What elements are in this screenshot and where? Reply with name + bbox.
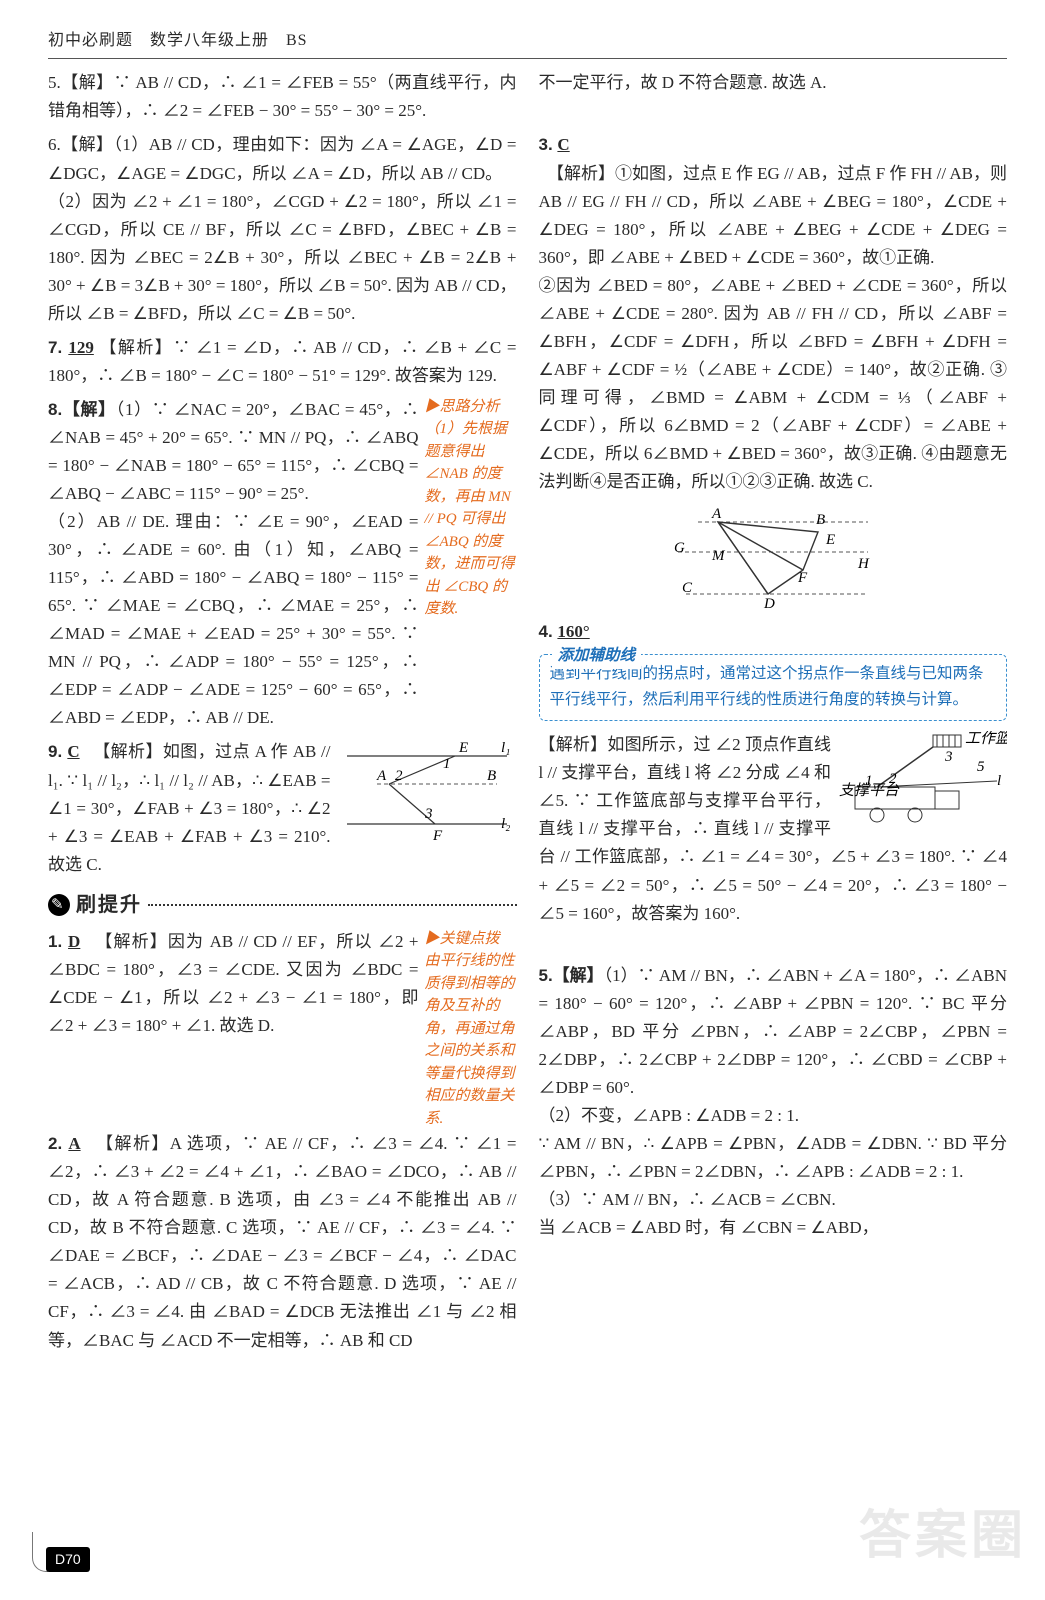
svg-text:l: l [997, 773, 1001, 789]
tip-box: 添加辅助线 遇到平行线间的拐点时，通常过这个拐点作一条直线与已知两条平行线平行，… [539, 654, 1008, 721]
answer-7: 129 [68, 338, 94, 357]
figure-9: E A B F l₁ l₂ 1 2 3 [337, 738, 517, 848]
svg-text:G: G [674, 540, 685, 556]
answer-r4: 160° [557, 622, 589, 641]
watermark: 答案圈 [859, 1494, 1027, 1580]
annotation-s1: ▶关键点拨 由平行线的性质得到相等的角及互补的角，再通过角之间的关系和等量代换得… [425, 928, 517, 1131]
svg-text:3: 3 [944, 749, 953, 765]
svg-text:1: 1 [865, 773, 873, 789]
problem-7: 7. 129 【解析】∵ ∠1 = ∠D，∴ AB // CD，∴ ∠B + ∠… [48, 334, 517, 390]
svg-text:5: 5 [977, 759, 985, 775]
dots-divider [148, 904, 517, 906]
supp-1-row: 1. D 【解析】因为 AB // CD // EF，所以 ∠2 + ∠BDC … [48, 928, 517, 1131]
tip-body: 遇到平行线间的拐点时，通常过这个拐点作一条直线与已知两条平行线平行，然后利用平行… [550, 665, 984, 708]
cont-from-left: 不一定平行，故 D 不符合题意. 故选 A. [539, 69, 1008, 97]
svg-text:C: C [682, 580, 693, 596]
svg-text:E: E [458, 740, 468, 756]
annotation-s1-title: ▶关键点拨 [425, 928, 517, 951]
svg-text:E: E [825, 532, 835, 548]
problem-r3-body: 【解析】①如图，过点 E 作 EG // AB，过点 F 作 FH // AB，… [539, 164, 1008, 492]
svg-text:B: B [816, 512, 825, 528]
problem-8-row: 8.【解】（1）∵ ∠NAC = 20°，∠BAC = 45°，∴ ∠NAB =… [48, 396, 517, 739]
svg-text:D: D [763, 596, 775, 612]
annotation-8: ▶思路分析 （1）先根据题意得出 ∠NAB 的度数，再由 MN // PQ 可得… [425, 396, 517, 621]
pencil-icon [48, 894, 70, 916]
svg-text:H: H [857, 556, 870, 572]
page-header: 初中必刷题 数学八年级上册 BS [48, 28, 1007, 59]
supp-2-body: 【解析】A 选项，∵ AE // CF，∴ ∠3 = ∠4. ∵ ∠1 = ∠2… [48, 1134, 517, 1349]
left-column: 5.【解】∵ AB // CD，∴ ∠1 = ∠FEB = 55°（两直线平行，… [48, 69, 517, 1360]
problem-r3: 3. C 【解析】①如图，过点 E 作 EG // AB，过点 F 作 FH /… [539, 103, 1008, 496]
svg-text:F: F [432, 828, 443, 844]
svg-text:2: 2 [889, 771, 897, 787]
section-bar: 刷提升 [48, 889, 517, 922]
svg-text:M: M [711, 548, 726, 564]
right-column: 不一定平行，故 D 不符合题意. 故选 A. 3. C 【解析】①如图，过点 E… [539, 69, 1008, 1360]
problem-8-body: （1）∵ ∠NAC = 20°，∠BAC = 45°，∴ ∠NAB = 45° … [48, 400, 419, 728]
answer-s2: A [68, 1134, 80, 1153]
svg-text:B: B [487, 768, 496, 784]
supp-problem-1: 1. D 【解析】因为 AB // CD // EF，所以 ∠2 + ∠BDC … [48, 928, 419, 1040]
answer-9: C [67, 742, 79, 761]
problem-r4-ans: 4. 160° [539, 618, 1008, 646]
problem-r5: 5.【解】（1）∵ AM // BN，∴ ∠ABN + ∠A = 180°，∴ … [539, 934, 1008, 1243]
problem-8: 8.【解】（1）∵ ∠NAC = 20°，∠BAC = 45°，∴ ∠NAB =… [48, 396, 419, 733]
svg-text:A: A [376, 768, 387, 784]
problem-9: E A B F l₁ l₂ 1 2 3 9. C 【解析】如图，过点 A 作 A… [48, 738, 517, 878]
figure-3: A B E G M F H C D [658, 502, 888, 612]
supp-problem-2: 2. A 【解析】A 选项，∵ AE // CF，∴ ∠3 = ∠4. ∵ ∠1… [48, 1130, 517, 1354]
svg-text:F: F [797, 570, 808, 586]
answer-s1: D [68, 932, 80, 951]
annotation-s1-body: 由平行线的性质得到相等的角及互补的角，再通过角之间的关系和等量代换得到相应的数量… [425, 950, 517, 1130]
svg-text:2: 2 [395, 768, 403, 784]
svg-text:1: 1 [443, 756, 451, 772]
svg-text:3: 3 [424, 806, 433, 822]
figure-truck: 工作篮 支撑平台 3 5 2 l 1 [837, 731, 1007, 831]
annotation-8-body: （1）先根据题意得出 ∠NAB 的度数，再由 MN // PQ 可得出 ∠ABQ… [425, 418, 517, 621]
svg-text:l₁: l₁ [501, 740, 510, 756]
svg-text:工作篮: 工作篮 [965, 731, 1007, 747]
problem-r4: 工作篮 支撑平台 3 5 2 l 1 【解析】如图所示，过 ∠2 顶点作直线 l… [539, 731, 1008, 927]
problem-r5-body: （1）∵ AM // BN，∴ ∠ABN + ∠A = 180°，∴ ∠ABN … [539, 966, 1008, 1237]
annotation-8-title: ▶思路分析 [425, 396, 517, 419]
answer-r3: C [557, 135, 569, 154]
problem-7-body: 【解析】∵ ∠1 = ∠D，∴ AB // CD，∴ ∠B + ∠C = 180… [48, 338, 517, 385]
svg-text:A: A [711, 506, 722, 522]
problem-6: 6.【解】（1）AB // CD，理由如下：因为 ∠A = ∠AGE，∠D = … [48, 131, 517, 327]
supp-1-body: 【解析】因为 AB // CD // EF，所以 ∠2 + ∠BDC = 180… [48, 932, 419, 1035]
column-layout: 5.【解】∵ AB // CD，∴ ∠1 = ∠FEB = 55°（两直线平行，… [48, 69, 1007, 1360]
tip-title: 添加辅助线 [552, 643, 642, 669]
section-title: 刷提升 [76, 889, 142, 922]
svg-text:l₂: l₂ [501, 816, 510, 832]
problem-5: 5.【解】∵ AB // CD，∴ ∠1 = ∠FEB = 55°（两直线平行，… [48, 69, 517, 125]
problem-9-body: 【解析】如图，过点 A 作 AB // l₁. ∵ l₁ // l₂，∴ l₁ … [48, 742, 331, 873]
page-badge: D70 [46, 1547, 90, 1572]
